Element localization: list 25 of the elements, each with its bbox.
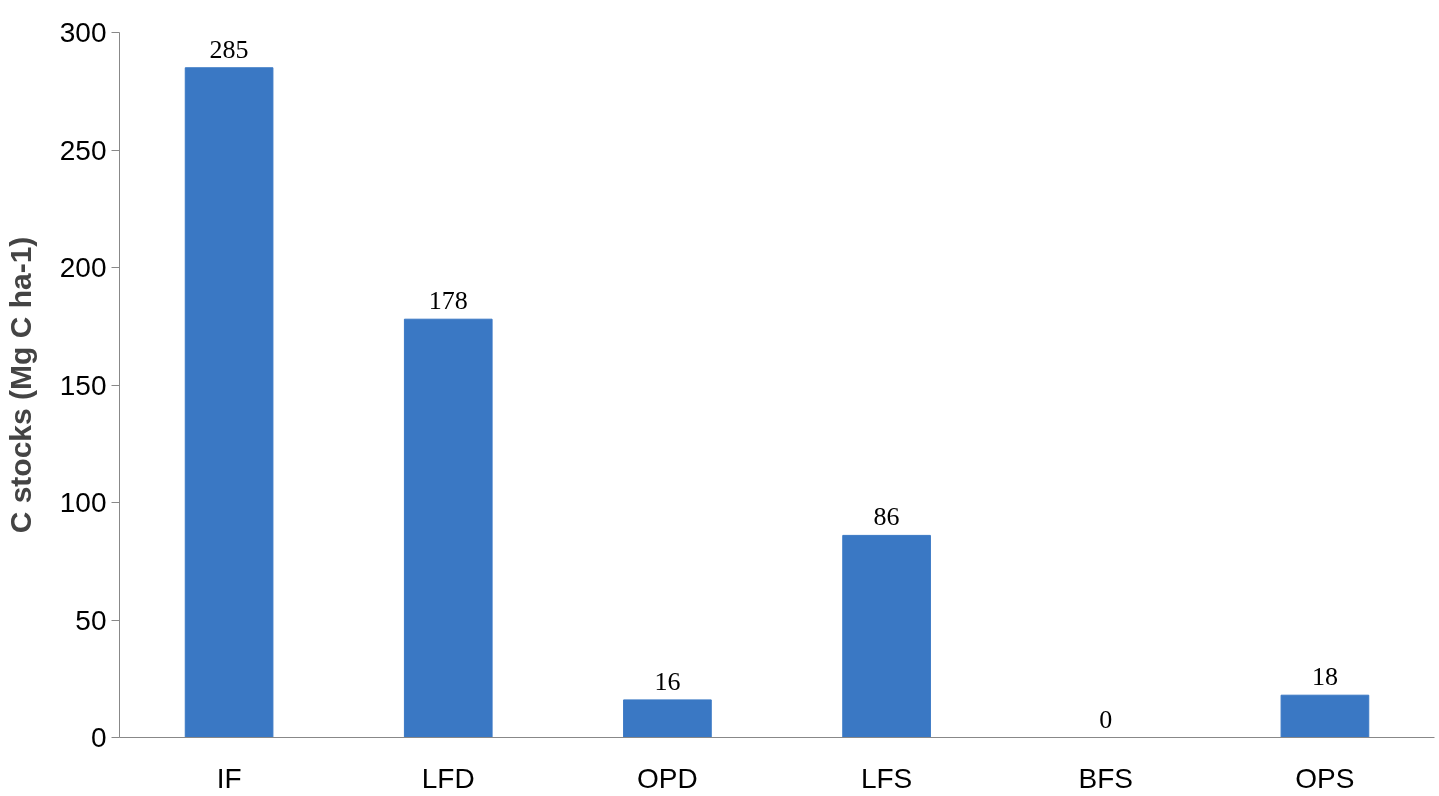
y-tick-label: 250 [59,134,107,166]
bar [403,318,493,738]
x-tick-label: BFS [1078,762,1133,794]
x-tick-label: OPD [637,762,698,794]
y-axis-title: C stocks (Mg C ha-1) [3,236,37,534]
data-label: 285 [209,34,249,64]
x-tick-label: IF [216,762,242,794]
data-label: 178 [428,286,468,316]
data-label: 16 [654,666,681,696]
data-label: 18 [1311,662,1338,692]
y-tick-label: 200 [59,252,107,283]
x-tick-label: OPS [1295,762,1355,794]
y-tick-label: 50 [75,604,107,636]
data-label: 0 [1099,704,1113,734]
y-tick-label: 0 [90,722,107,753]
y-tick-label: 150 [59,369,107,401]
data-label: 86 [873,502,900,532]
x-tick-label: LFS [860,762,913,794]
bar [1280,694,1370,738]
bar [842,534,931,738]
x-tick-label: LFD [421,762,475,794]
y-tick-label: 300 [59,17,107,48]
bar [623,699,712,738]
bar [184,67,274,738]
y-tick-label: 100 [59,487,107,518]
